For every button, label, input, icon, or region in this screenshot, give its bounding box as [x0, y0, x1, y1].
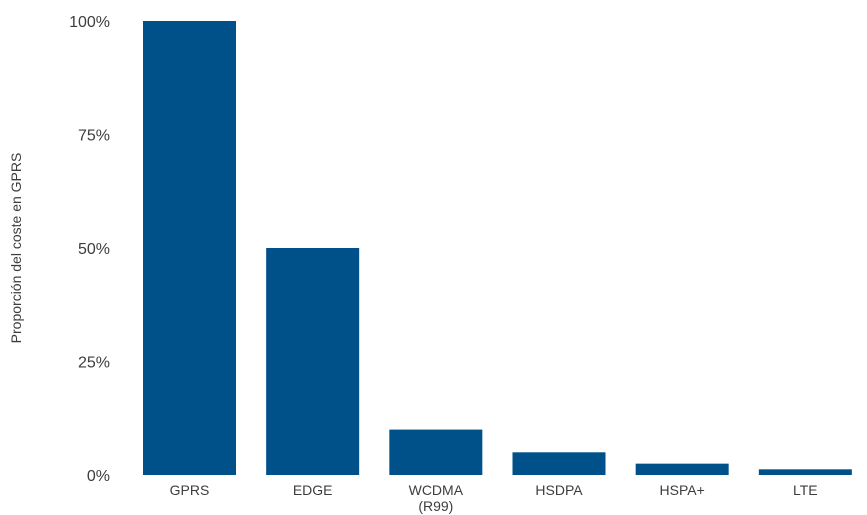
x-tick-label: WCDMA (R99): [409, 482, 464, 514]
bar: [635, 463, 729, 475]
y-axis-title: Proporción del coste en GPRS: [8, 153, 24, 344]
y-axis-title-group: Proporción del coste en GPRS: [8, 153, 24, 344]
bar: [389, 429, 483, 475]
x-tick-label: EDGE: [293, 482, 333, 498]
bar: [758, 469, 852, 475]
y-tick-label: 50%: [78, 241, 110, 258]
y-tick-labels: 0% 25% 50% 75% 100%: [69, 14, 110, 485]
x-tick-labels: GPRS EDGE WCDMA (R99) HSDPA HSPA+ LTE: [170, 482, 818, 514]
x-tick-label: HSPA+: [660, 482, 705, 498]
y-tick-label: 0%: [87, 468, 110, 485]
bar: [266, 248, 360, 475]
bars: [143, 21, 852, 475]
x-tick-label: LTE: [793, 482, 818, 498]
y-tick-label: 25%: [78, 355, 110, 372]
y-tick-label: 100%: [69, 14, 110, 31]
x-tick-label: GPRS: [170, 482, 210, 498]
bar: [512, 452, 606, 475]
x-tick-label: HSDPA: [535, 482, 583, 498]
y-tick-label: 75%: [78, 128, 110, 145]
bar: [143, 21, 236, 475]
